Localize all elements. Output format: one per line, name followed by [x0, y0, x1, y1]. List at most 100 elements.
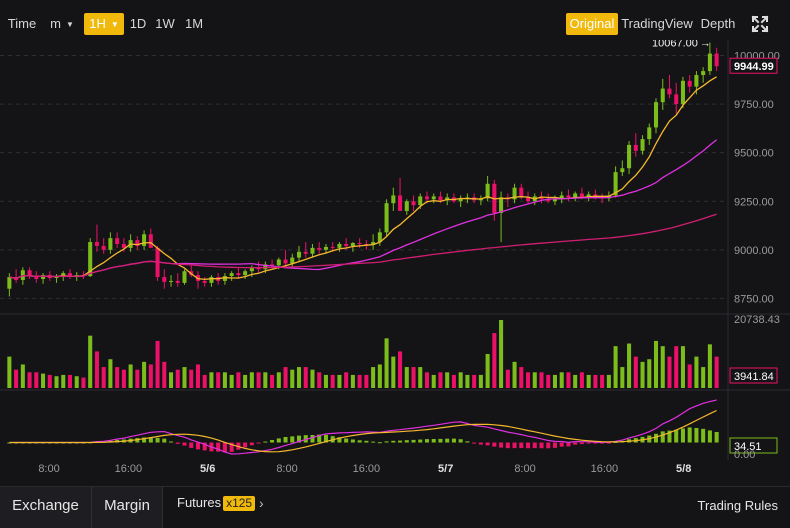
- candle: [512, 187, 517, 200]
- candle: [229, 273, 234, 277]
- month-interval-button[interactable]: 1M: [184, 16, 204, 31]
- oscillator-bar: [445, 438, 450, 443]
- candle: [485, 183, 490, 199]
- volume-bar: [411, 367, 416, 388]
- caret-down-icon: ▼: [110, 20, 119, 29]
- oscillator-bar: [559, 442, 564, 447]
- exchange-tab[interactable]: Exchange: [0, 487, 92, 528]
- oscillator-bar: [573, 442, 578, 445]
- volume-bar: [67, 374, 73, 388]
- hour-interval-button[interactable]: 1H ▼: [84, 13, 124, 35]
- depth-button[interactable]: Depth: [700, 16, 736, 31]
- oscillator-current-label: 34.51: [734, 441, 762, 453]
- candle: [566, 195, 571, 198]
- fullscreen-button[interactable]: [748, 13, 772, 35]
- volume-bar: [539, 372, 544, 388]
- volume-bar: [47, 374, 52, 388]
- volume-bar: [613, 346, 618, 388]
- oscillator-bar: [404, 440, 409, 443]
- candle: [34, 276, 39, 279]
- candle: [546, 199, 551, 202]
- oscillator-bar: [411, 439, 416, 443]
- oscillator-bar: [707, 430, 712, 443]
- candle: [573, 193, 578, 198]
- oscillator-bar: [478, 442, 483, 445]
- volume-bar: [680, 346, 685, 388]
- volume-bar: [492, 333, 497, 388]
- volume-bar: [88, 335, 93, 388]
- tradingview-button[interactable]: TradingView: [621, 16, 693, 31]
- volume-bar: [579, 372, 584, 388]
- volume-bar: [202, 374, 207, 388]
- candle: [296, 251, 302, 258]
- volume-bar: [478, 374, 483, 388]
- oscillator-bar: [458, 439, 463, 443]
- oscillator-bar: [398, 440, 403, 443]
- oscillator-bar: [424, 439, 430, 443]
- volume-bar: [627, 343, 632, 388]
- candle: [270, 264, 275, 266]
- oscillator-bar: [290, 436, 295, 443]
- x-tick-label: 16:00: [591, 463, 619, 475]
- volume-bar: [505, 369, 510, 388]
- candle: [169, 280, 174, 282]
- x-tick-label: 5/6: [200, 463, 215, 475]
- candle: [519, 187, 524, 198]
- oscillator-bar: [189, 442, 194, 448]
- x-tick-label: 8:00: [514, 463, 535, 475]
- oscillator-bar: [249, 442, 254, 446]
- candle: [115, 238, 120, 244]
- volume-bar: [20, 364, 25, 388]
- caret-down-icon: ▼: [65, 20, 74, 29]
- oscillator-bar: [357, 440, 362, 443]
- volume-bar: [222, 372, 227, 388]
- original-view-button[interactable]: Original: [566, 13, 618, 35]
- volume-bar: [451, 374, 456, 388]
- volume-bar: [593, 374, 598, 388]
- oscillator-bar: [229, 442, 234, 452]
- futures-link[interactable]: Futures x125: [177, 487, 256, 519]
- oscillator-dea-line: [9, 409, 717, 453]
- day-interval-button[interactable]: 1D: [129, 16, 147, 31]
- volume-bar: [182, 367, 187, 388]
- volume-bar: [121, 369, 126, 388]
- ma25-line: [9, 139, 718, 280]
- candlestick-chart[interactable]: 8750.009000.009250.009500.009750.0010000…: [0, 40, 790, 485]
- oscillator-bar: [438, 438, 443, 443]
- candle: [579, 193, 584, 198]
- volume-bar: [317, 372, 322, 388]
- candle: [108, 238, 113, 250]
- candle: [41, 275, 46, 279]
- margin-tab[interactable]: Margin: [92, 487, 163, 528]
- trading-rules-link[interactable]: Trading Rules: [697, 498, 778, 513]
- volume-bar: [398, 351, 403, 388]
- volume-bar: [620, 367, 625, 388]
- candle: [633, 144, 638, 151]
- volume-bar: [357, 374, 362, 388]
- volume-bar: [263, 372, 268, 388]
- oscillator-bar: [418, 439, 423, 443]
- candle: [209, 277, 214, 283]
- hour-label: 1H: [89, 16, 106, 31]
- oscillator-bar: [660, 431, 665, 443]
- volume-bar: [108, 359, 113, 388]
- oscillator-bar: [606, 442, 611, 444]
- volume-bar: [424, 372, 430, 388]
- oscillator-bar: [653, 433, 659, 443]
- volume-bar: [701, 367, 706, 388]
- candle: [54, 277, 59, 279]
- volume-current-badge: [729, 367, 778, 384]
- volume-bar: [276, 372, 281, 388]
- x-tick-label: 8:00: [276, 463, 297, 475]
- candle: [323, 246, 328, 250]
- oscillator-bar: [600, 442, 605, 444]
- candle: [357, 243, 362, 245]
- volume-bar: [81, 377, 86, 388]
- minute-interval-dropdown[interactable]: m ▼: [42, 13, 82, 35]
- week-interval-button[interactable]: 1W: [155, 16, 175, 31]
- oscillator-current-badge: [729, 437, 778, 454]
- oscillator-bar: [492, 442, 497, 447]
- leverage-badge: x125: [223, 496, 256, 511]
- fullscreen-icon: [751, 15, 769, 33]
- volume-axis-label: 20738.43: [734, 314, 780, 326]
